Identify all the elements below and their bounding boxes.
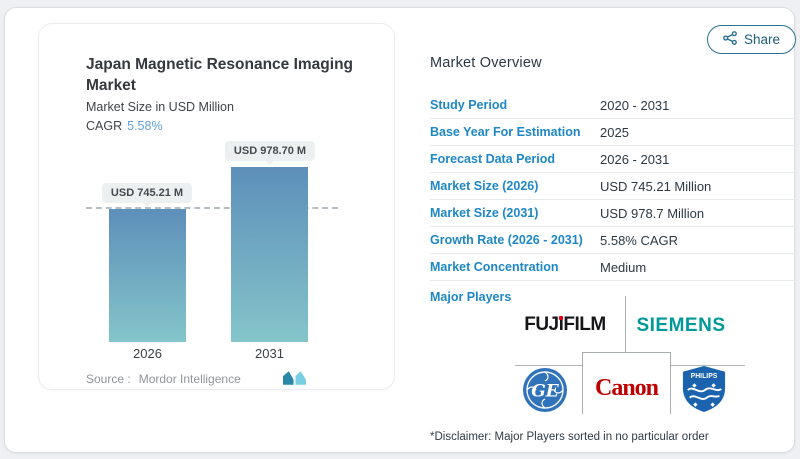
row-value: 2026 - 2031 (600, 151, 670, 167)
source-attribution: Source : Mordor Intelligence (86, 372, 241, 386)
bar-2031 (231, 167, 308, 342)
row-value: 5.58% CAGR (600, 232, 679, 248)
table-row: Market Size (2031) USD 978.7 Million (430, 200, 798, 227)
x-axis-label-2026: 2026 (133, 346, 162, 361)
chart-title: Japan Magnetic Resonance Imaging Market (86, 56, 354, 94)
row-value: Medium (600, 259, 647, 275)
row-label: Forecast Data Period (430, 152, 556, 166)
bar-2026 (109, 209, 186, 342)
row-label: Market Size (2026) (430, 179, 539, 193)
ge-logo: GE (522, 367, 568, 418)
canon-logo: Canon (594, 375, 659, 401)
row-label: Base Year For Estimation (430, 125, 581, 139)
row-label: Study Period (430, 98, 508, 112)
row-label: Growth Rate (2026 - 2031) (430, 233, 583, 247)
svg-text:PHILIPS: PHILIPS (691, 373, 718, 380)
bar-value-label-2031: USD 978.70 M (224, 141, 316, 161)
source-label: Source : (86, 372, 131, 386)
table-row: Growth Rate (2026 - 2031) 5.58% CAGR (430, 227, 798, 254)
logo-grid-vertical-divider (625, 296, 626, 352)
table-row: Market Concentration Medium (430, 254, 798, 281)
logo-grid-horizontal-divider (671, 365, 745, 366)
table-row: Market Size (2026) USD 745.21 Million (430, 173, 798, 200)
table-row: Study Period 2020 - 2031 (430, 92, 798, 119)
row-value: 2020 - 2031 (600, 97, 670, 113)
source-value: Mordor Intelligence (138, 372, 241, 386)
chart-subtitle: Market Size in USD Million (86, 100, 234, 114)
disclaimer-text: *Disclaimer: Major Players sorted in no … (430, 431, 709, 443)
reference-dashed-line (86, 207, 338, 209)
market-chart-card: Japan Magnetic Resonance Imaging Market … (38, 23, 395, 390)
major-players-label: Major Players (430, 290, 512, 304)
overview-heading: Market Overview (430, 55, 542, 71)
siemens-logo: SIEMENS (636, 315, 726, 336)
cagr-value: 5.58% (127, 119, 163, 133)
row-label: Market Size (2031) (430, 206, 539, 220)
cagr-label: CAGR (86, 119, 123, 133)
table-row: Base Year For Estimation 2025 (430, 119, 798, 146)
share-button[interactable]: Share (707, 25, 797, 54)
table-row: Forecast Data Period 2026 - 2031 (430, 146, 798, 173)
row-value: USD 978.7 Million (600, 205, 705, 221)
row-label: Market Concentration (430, 260, 559, 274)
x-axis-label-2031: 2031 (255, 346, 284, 361)
bar-value-label-2026: USD 745.21 M (101, 183, 193, 203)
row-value: 2025 (600, 124, 629, 140)
canon-logo-cell: Canon (582, 352, 671, 414)
infographic-card: Japan Magnetic Resonance Imaging Market … (4, 7, 798, 453)
philips-logo: PHILIPS (681, 365, 727, 418)
mordor-intelligence-logo-icon (283, 371, 306, 390)
overview-table: Study Period 2020 - 2031 Base Year For E… (430, 92, 798, 281)
fujifilm-logo: FUJı FILM (524, 314, 606, 335)
share-button-label: Share (744, 32, 781, 47)
svg-text:GE: GE (531, 382, 560, 402)
logo-grid-horizontal-divider (515, 365, 582, 366)
cagr-line: CAGR 5.58% (86, 119, 163, 133)
fujifilm-red-dot-icon (559, 316, 564, 320)
share-icon (723, 31, 737, 48)
row-value: USD 745.21 Million (600, 178, 712, 194)
